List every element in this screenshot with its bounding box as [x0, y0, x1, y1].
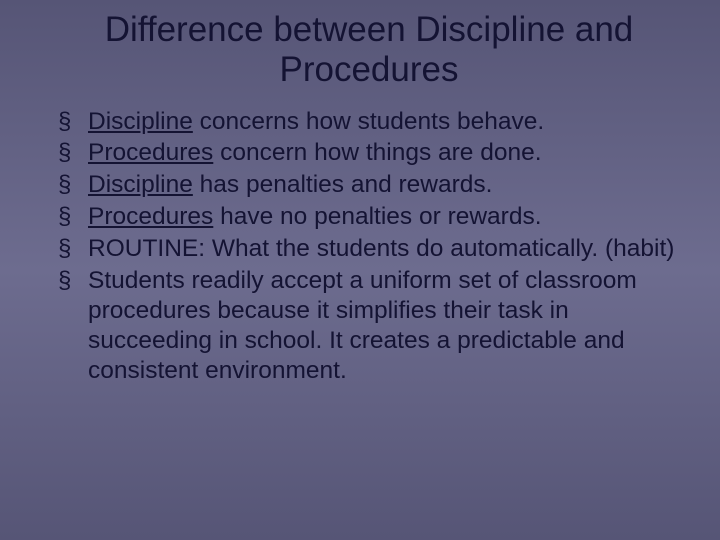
slide: Difference between Discipline and Proced…: [0, 0, 720, 540]
slide-title: Difference between Discipline and Proced…: [58, 10, 680, 91]
bullet-text-post: concerns how students behave.: [193, 108, 544, 135]
list-item: Discipline concerns how students behave.: [58, 107, 680, 137]
list-item: Procedures concern how things are done.: [58, 138, 680, 168]
bullet-text-pre: Students readily accept a uniform set of…: [88, 267, 637, 384]
bullet-list: Discipline concerns how students behave.…: [58, 107, 680, 386]
bullet-text-underline: Procedures: [88, 139, 213, 166]
bullet-text-post: concern how things are done.: [213, 139, 541, 166]
bullet-text-pre: ROUTINE: What the students do automatica…: [88, 235, 674, 262]
list-item: ROUTINE: What the students do automatica…: [58, 234, 680, 264]
list-item: Students readily accept a uniform set of…: [58, 266, 680, 386]
bullet-text-post: have no penalties or rewards.: [213, 203, 541, 230]
bullet-text-post: has penalties and rewards.: [193, 171, 493, 198]
list-item: Procedures have no penalties or rewards.: [58, 202, 680, 232]
bullet-text-underline: Discipline: [88, 171, 193, 198]
bullet-text-underline: Discipline: [88, 108, 193, 135]
list-item: Discipline has penalties and rewards.: [58, 170, 680, 200]
bullet-text-underline: Procedures: [88, 203, 213, 230]
